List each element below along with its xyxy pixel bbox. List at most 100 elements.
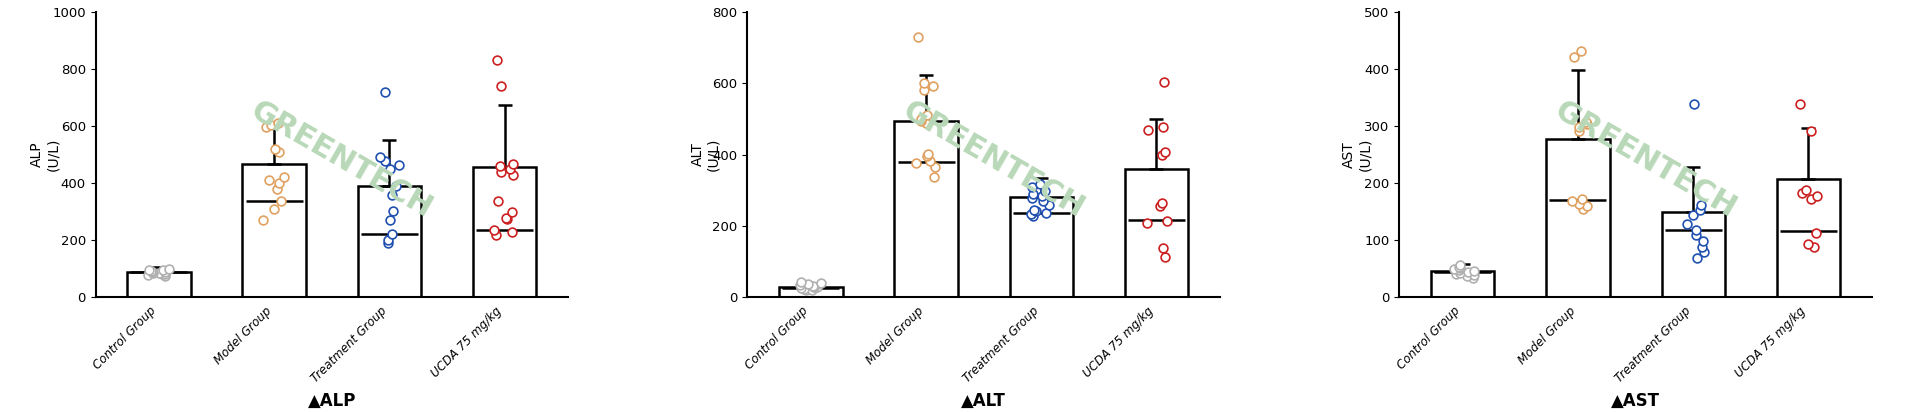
Point — [376, 231, 407, 237]
Point — [1150, 148, 1180, 155]
Point — [372, 240, 403, 246]
Point — [376, 192, 407, 198]
Text: GREENTECH: GREENTECH — [898, 96, 1089, 224]
Point — [913, 150, 944, 157]
Point — [1031, 210, 1062, 216]
Point — [789, 286, 819, 292]
Point — [1688, 238, 1719, 244]
Point — [495, 166, 525, 173]
Point — [1016, 194, 1047, 201]
Point — [1452, 273, 1482, 279]
Point — [1566, 196, 1597, 202]
Bar — [1125, 169, 1188, 297]
Point — [1459, 272, 1490, 279]
Bar — [474, 167, 537, 297]
Point — [911, 119, 942, 126]
Point — [254, 176, 285, 183]
Point — [149, 271, 180, 277]
Point — [248, 217, 279, 223]
Point — [796, 283, 827, 289]
Point — [374, 217, 405, 223]
Point — [1566, 48, 1597, 54]
Point — [785, 282, 816, 288]
Point — [132, 272, 162, 279]
Point — [269, 174, 300, 180]
Point — [909, 87, 940, 93]
Point — [143, 270, 174, 276]
Point — [250, 123, 281, 130]
Point — [1020, 206, 1050, 213]
Point — [915, 158, 945, 164]
Point — [917, 83, 947, 89]
Point — [372, 236, 403, 243]
Point — [1018, 212, 1049, 219]
Point — [919, 164, 949, 170]
Point — [1028, 198, 1058, 205]
Point — [369, 89, 399, 95]
Point — [802, 284, 833, 291]
Bar — [779, 287, 842, 297]
Point — [1444, 267, 1475, 273]
Point — [1459, 268, 1490, 274]
Point — [1687, 201, 1717, 208]
Point — [264, 180, 294, 186]
Point — [481, 57, 512, 63]
Text: GREENTECH: GREENTECH — [1549, 96, 1740, 224]
Point — [138, 269, 168, 276]
Point — [264, 119, 294, 126]
Point — [1570, 118, 1601, 125]
Point — [499, 160, 529, 167]
Point — [796, 286, 827, 293]
Point — [497, 172, 527, 178]
Point — [260, 205, 290, 212]
Point — [378, 208, 409, 215]
Point — [1786, 101, 1816, 108]
Point — [798, 283, 829, 290]
Point — [1801, 229, 1832, 236]
Point — [365, 154, 395, 160]
Point — [1440, 271, 1471, 277]
Text: ▲AST: ▲AST — [1612, 392, 1660, 410]
Point — [903, 34, 934, 40]
Point — [1131, 220, 1161, 226]
Text: ▲ALP: ▲ALP — [308, 392, 355, 410]
Point — [1801, 193, 1832, 199]
Point — [1146, 200, 1177, 206]
Point — [147, 271, 178, 278]
Point — [900, 160, 930, 167]
Point — [1677, 212, 1708, 219]
Point — [1683, 255, 1713, 261]
Point — [1028, 193, 1058, 199]
Point — [256, 122, 286, 128]
Point — [1152, 217, 1182, 224]
Point — [136, 268, 166, 274]
Point — [785, 279, 816, 286]
Point — [1792, 187, 1822, 193]
Point — [134, 267, 164, 274]
Point — [913, 112, 944, 119]
Point — [485, 163, 516, 170]
Y-axis label: ALT
(U/L): ALT (U/L) — [690, 138, 720, 171]
Point — [905, 117, 936, 124]
Point — [1148, 244, 1178, 251]
Point — [155, 265, 185, 272]
Point — [265, 198, 296, 205]
Point — [1679, 101, 1709, 108]
Point — [1444, 269, 1475, 276]
Point — [1559, 54, 1589, 60]
Point — [1133, 127, 1163, 133]
Point — [806, 280, 837, 286]
Point — [1688, 249, 1719, 255]
Point — [1681, 226, 1711, 233]
Point — [262, 185, 292, 192]
Point — [798, 283, 829, 290]
Point — [481, 232, 512, 238]
Point — [909, 80, 940, 86]
Point — [1457, 274, 1488, 281]
Point — [785, 285, 816, 291]
Point — [1150, 253, 1180, 260]
Point — [1568, 205, 1599, 212]
Bar — [894, 121, 957, 297]
Point — [497, 208, 527, 215]
Point — [1018, 184, 1049, 190]
